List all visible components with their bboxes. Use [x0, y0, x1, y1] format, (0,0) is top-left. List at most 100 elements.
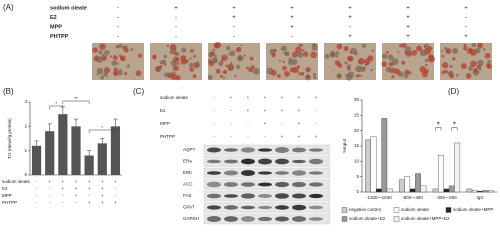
- sign: -: [230, 108, 232, 113]
- cell: [170, 60, 178, 67]
- cell: [471, 42, 477, 48]
- cell: [474, 47, 481, 54]
- cell: [243, 54, 246, 57]
- band: [292, 181, 306, 188]
- cell: [196, 60, 200, 64]
- cell: [218, 61, 224, 67]
- band: [241, 170, 255, 176]
- cell: [391, 75, 395, 79]
- sign: -: [117, 6, 119, 12]
- legend-swatch: [341, 216, 348, 222]
- cell: [175, 52, 180, 57]
- cell: [355, 65, 362, 73]
- sign: -: [465, 15, 467, 21]
- bar: [370, 136, 377, 193]
- cell: [112, 55, 118, 60]
- cell: [214, 54, 217, 58]
- cell: [220, 59, 224, 62]
- y-tick-label: 0: [24, 172, 27, 177]
- cell: [219, 74, 224, 78]
- band: [258, 182, 272, 187]
- band: [224, 159, 238, 164]
- sign: +: [247, 108, 250, 113]
- cell: [278, 59, 282, 63]
- band: [241, 158, 255, 165]
- band: [258, 171, 272, 175]
- sign: +: [88, 200, 91, 205]
- band: [258, 148, 272, 152]
- sign: +: [232, 6, 236, 12]
- panel-label: (B): [3, 87, 14, 96]
- cell: [347, 71, 355, 79]
- cell: [228, 53, 231, 56]
- cell: [305, 66, 311, 73]
- sign: +: [264, 95, 267, 100]
- bar: [375, 188, 382, 193]
- cell: [346, 64, 352, 69]
- cell: [166, 44, 170, 48]
- sign: +: [281, 95, 284, 100]
- bracket: [88, 129, 116, 133]
- sign: -: [291, 34, 293, 40]
- sign: +: [290, 15, 294, 21]
- cell: [113, 67, 118, 72]
- sign: -: [230, 134, 232, 139]
- sign: +: [264, 108, 267, 113]
- sign: +: [232, 15, 236, 21]
- row-label: PHTPP: [160, 134, 175, 139]
- cell: [297, 65, 301, 69]
- bar: [84, 155, 94, 175]
- sign: -: [315, 108, 317, 113]
- cell: [109, 55, 113, 58]
- sign: +: [406, 34, 410, 40]
- cell: [487, 60, 491, 65]
- cell: [280, 47, 284, 51]
- band: [224, 148, 238, 152]
- cell: [188, 62, 194, 68]
- cell: [355, 74, 359, 78]
- bar: [454, 142, 461, 193]
- cell: [446, 50, 449, 54]
- x-tick-label: -350~-260: [436, 195, 457, 200]
- row-label: sodium oleate: [50, 5, 87, 11]
- cell: [212, 57, 218, 63]
- cell: [404, 46, 412, 53]
- significance: *: [437, 121, 440, 130]
- cell: [180, 47, 187, 53]
- significance: *: [101, 125, 103, 130]
- protein-label: ERb: [183, 170, 192, 175]
- cell: [381, 53, 388, 59]
- cell: [483, 47, 486, 51]
- legend-swatch: [393, 207, 400, 213]
- cell: [227, 65, 234, 72]
- row-label: PHTPP: [50, 34, 69, 40]
- cell: [163, 54, 168, 59]
- cell: [387, 54, 394, 61]
- cell: [234, 74, 237, 78]
- sign: +: [101, 200, 104, 205]
- cell: [121, 45, 126, 50]
- bar: [404, 176, 411, 193]
- y-tick-label: 10: [354, 159, 360, 164]
- sign: -: [175, 34, 177, 40]
- cell: [208, 60, 215, 67]
- cell: [235, 64, 241, 70]
- cell: [421, 71, 428, 78]
- band: [207, 193, 221, 199]
- cell: [336, 74, 342, 79]
- cell: [424, 48, 431, 55]
- band: [292, 216, 306, 222]
- cell: [486, 63, 492, 70]
- cell: [215, 68, 221, 74]
- cell: [126, 64, 131, 68]
- y-tick-label: 25: [354, 113, 360, 118]
- cell: [419, 66, 427, 73]
- sign: +: [62, 179, 65, 184]
- blot-strip: [203, 190, 331, 202]
- sign: -: [465, 25, 467, 31]
- significance: **: [74, 96, 78, 101]
- cell: [155, 66, 161, 72]
- panel-label: (A): [3, 3, 14, 12]
- bar: [409, 188, 416, 193]
- protein-label: AQP7: [183, 147, 196, 152]
